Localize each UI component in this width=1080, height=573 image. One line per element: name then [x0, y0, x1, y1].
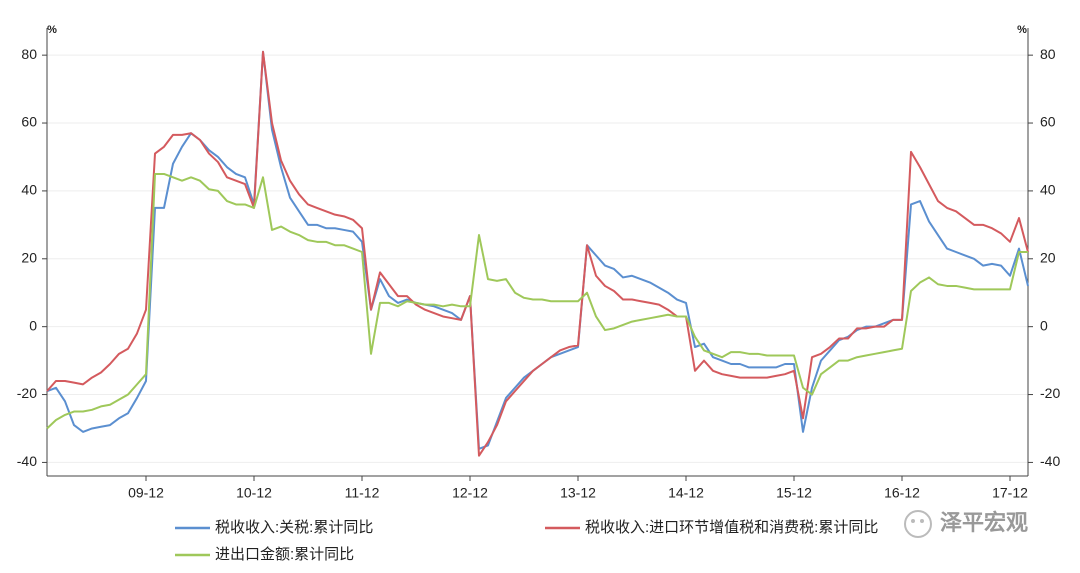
y2-tick-label: 80: [1040, 46, 1056, 62]
series-line: [46, 50, 1029, 450]
y-tick-label: -40: [17, 453, 37, 469]
x-tick-label: 17-12: [992, 485, 1028, 501]
watermark: 泽平宏观: [940, 510, 1028, 535]
legend-label: 税收收入:进口环节增值税和消费税:累计同比: [585, 519, 878, 536]
x-tick-label: 15-12: [776, 485, 812, 501]
y2-tick-label: -20: [1040, 385, 1060, 401]
y-tick-label: -20: [17, 385, 37, 401]
x-tick-label: 16-12: [884, 485, 920, 501]
y-tick-label: 20: [21, 249, 37, 265]
series-line: [46, 50, 1029, 457]
x-tick-label: 11-12: [345, 485, 380, 501]
y2-unit: %: [1017, 24, 1027, 36]
y2-tick-label: 20: [1040, 249, 1056, 265]
legend-label: 税收收入:关税:累计同比: [215, 519, 373, 536]
x-tick-label: 13-12: [560, 485, 596, 501]
y2-tick-label: 0: [1040, 317, 1048, 333]
y-tick-label: 80: [21, 46, 37, 62]
x-tick-label: 09-12: [128, 485, 164, 501]
x-tick-label: 14-12: [668, 485, 704, 501]
watermark-icon: [904, 510, 932, 538]
x-tick-label: 12-12: [452, 485, 488, 501]
y-tick-label: 60: [21, 114, 37, 130]
x-tick-label: 10-12: [236, 485, 272, 501]
y2-tick-label: -40: [1040, 453, 1060, 469]
y2-tick-label: 60: [1040, 114, 1056, 130]
y-tick-label: 40: [21, 182, 37, 198]
y-tick-label: 0: [29, 317, 37, 333]
y2-tick-label: 40: [1040, 182, 1056, 198]
series-line: [46, 172, 1028, 430]
y-unit: %: [47, 24, 57, 36]
legend-label: 进出口金额:累计同比: [215, 546, 354, 563]
